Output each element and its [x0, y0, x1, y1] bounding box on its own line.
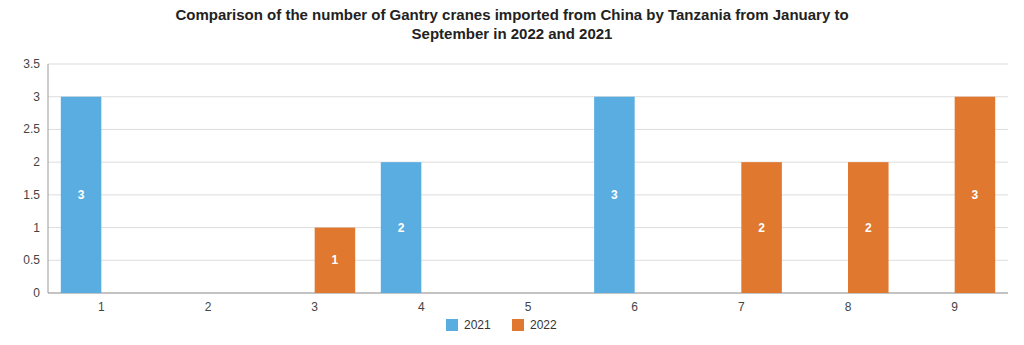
bar [487, 293, 528, 294]
legend-label: 2022 [530, 318, 557, 332]
bar [594, 97, 635, 293]
title-line: Comparison of the number of Gantry crane… [175, 6, 848, 23]
y-tick-label: 0 [33, 286, 40, 300]
data-label: 2 [398, 221, 405, 235]
y-tick-label: 1 [33, 221, 40, 235]
data-label: 2 [758, 221, 765, 235]
y-tick-label: 1.5 [23, 188, 40, 202]
legend: 2021 2022 [446, 318, 557, 332]
bar [208, 293, 249, 294]
chart-svg: Comparison of the number of Gantry crane… [0, 0, 1024, 345]
legend-label: 2021 [464, 318, 491, 332]
bar [848, 162, 889, 293]
chart-title: Comparison of the number of Gantry crane… [175, 6, 848, 42]
x-tick-label: 8 [845, 300, 852, 314]
y-axis-line [48, 64, 49, 293]
bar [914, 293, 955, 294]
x-tick-label: 1 [98, 300, 105, 314]
data-label: 3 [78, 188, 85, 202]
x-tick-label: 2 [205, 300, 212, 314]
data-label: 3 [972, 188, 979, 202]
grid-line [48, 96, 1008, 97]
bar [955, 97, 996, 293]
y-tick-label: 3.5 [23, 57, 40, 71]
bar [167, 293, 208, 294]
bar [701, 293, 742, 294]
bar [274, 293, 315, 294]
y-tick-label: 0.5 [23, 253, 40, 267]
bar [61, 97, 102, 293]
x-tick-label: 9 [951, 300, 958, 314]
bar [741, 162, 782, 293]
legend-swatch [446, 319, 458, 331]
x-tick-label: 7 [738, 300, 745, 314]
y-tick-label: 3 [33, 90, 40, 104]
bar [381, 162, 422, 293]
x-tick-label: 4 [418, 300, 425, 314]
data-label: 3 [611, 188, 618, 202]
grid [48, 64, 1008, 293]
y-tick-label: 2 [33, 155, 40, 169]
y-tick-label: 2.5 [23, 122, 40, 136]
bar [101, 293, 142, 294]
bar [315, 228, 356, 293]
legend-swatch [512, 319, 524, 331]
data-label: 1 [332, 253, 339, 267]
x-tick-label: 6 [631, 300, 638, 314]
bar [421, 293, 462, 294]
bar [528, 293, 569, 294]
grid-line [48, 129, 1008, 130]
bar [807, 293, 848, 294]
x-tick-label: 5 [525, 300, 532, 314]
data-labels: 3 2 3 1 2 2 3 [78, 188, 979, 267]
title-line: September in 2022 and 2021 [412, 25, 613, 42]
x-tick-label: 3 [311, 300, 318, 314]
data-label: 2 [865, 221, 872, 235]
bars [61, 97, 995, 293]
grid-line [48, 64, 1008, 65]
chart-container: Comparison of the number of Gantry crane… [0, 0, 1024, 345]
bar [635, 293, 676, 294]
